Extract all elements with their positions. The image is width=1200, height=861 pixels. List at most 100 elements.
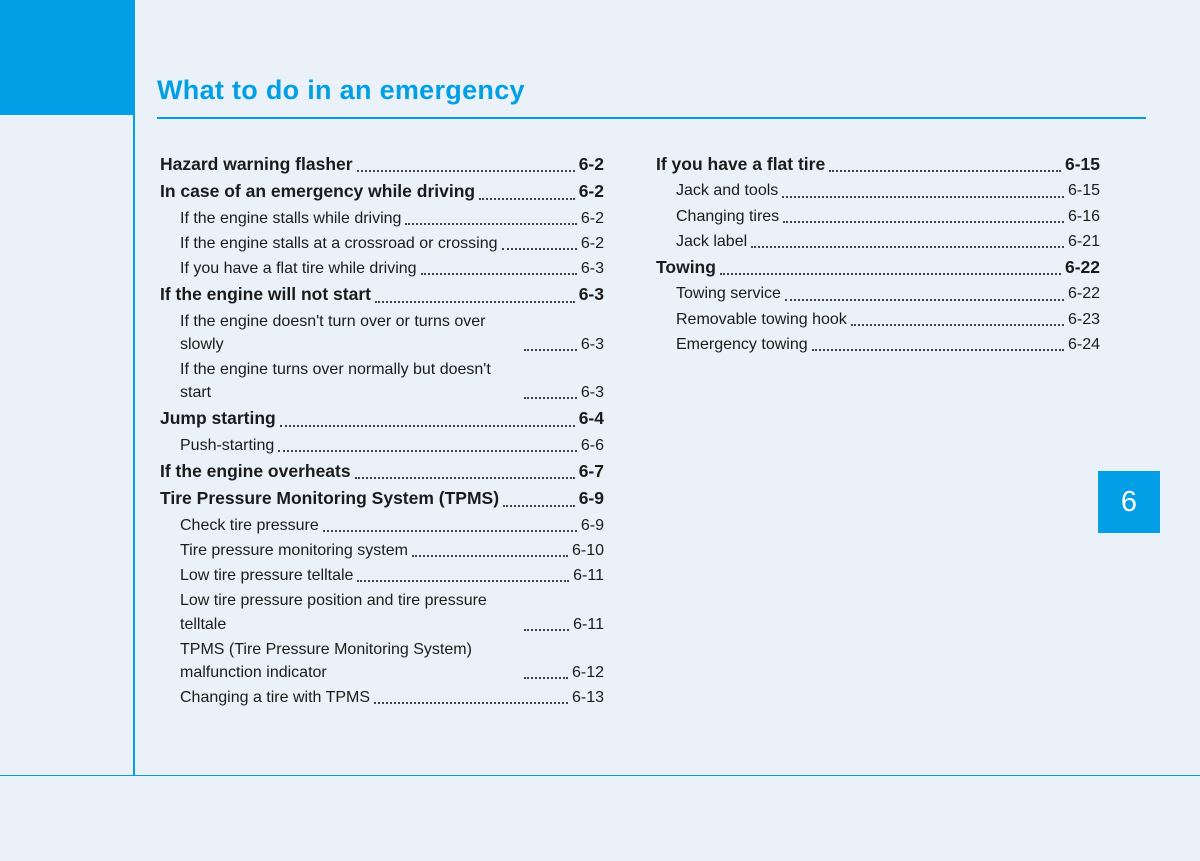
toc-entry: Low tire pressure position and tire pres…: [160, 589, 604, 635]
toc-entry: In case of an emergency while driving 6-2: [160, 179, 604, 204]
toc-entry-label: Emergency towing: [676, 333, 808, 356]
dot-leader: [524, 349, 577, 351]
toc-entry-page: 6-7: [579, 459, 604, 484]
dot-leader: [374, 702, 568, 704]
dot-leader: [357, 580, 569, 582]
dot-leader: [751, 246, 1064, 248]
dot-leader: [782, 196, 1064, 198]
toc-entry-page: 6-15: [1065, 152, 1100, 177]
toc-entry-page: 6-15: [1068, 179, 1100, 202]
toc-entry-page: 6-2: [581, 207, 604, 230]
toc-entry-label: If the engine will not start: [160, 282, 371, 307]
dot-leader: [278, 450, 577, 452]
dot-leader: [503, 505, 575, 507]
toc-entry-page: 6-3: [579, 282, 604, 307]
toc-entry-label: If you have a flat tire while driving: [180, 257, 417, 280]
dot-leader: [412, 555, 568, 557]
toc-entry-page: 6-11: [573, 564, 604, 587]
toc-entry-page: 6-9: [581, 514, 604, 537]
toc-entry-label: In case of an emergency while driving: [160, 179, 475, 204]
dot-leader: [812, 349, 1064, 351]
toc-entry-label: If you have a flat tire: [656, 152, 825, 177]
dot-leader: [280, 425, 575, 427]
toc-entry: Tire pressure monitoring system 6-10: [160, 539, 604, 562]
dot-leader: [524, 629, 569, 631]
chapter-title: What to do in an emergency: [157, 75, 1146, 106]
toc-entry-label: Low tire pressure telltale: [180, 564, 353, 587]
toc-column-2: If you have a flat tire6-15Jack and tool…: [656, 150, 1100, 709]
toc-entry-page: 6-3: [581, 257, 604, 280]
toc-columns: Hazard warning flasher6-2In case of an e…: [160, 150, 1100, 709]
toc-entry-label: Jack and tools: [676, 179, 778, 202]
toc-entry-page: 6-22: [1068, 282, 1100, 305]
toc-entry: If the engine will not start 6-3: [160, 282, 604, 307]
toc-entry: Towing 6-22: [656, 255, 1100, 280]
dot-leader: [421, 273, 577, 275]
dot-leader: [502, 248, 577, 250]
dot-leader: [479, 198, 575, 200]
toc-entry: Jump starting6-4: [160, 406, 604, 431]
toc-entry: Emergency towing 6-24: [656, 333, 1100, 356]
toc-entry: Jack label6-21: [656, 230, 1100, 253]
toc-entry-page: 6-9: [579, 486, 604, 511]
toc-entry-page: 6-3: [581, 381, 604, 404]
dot-leader: [375, 301, 575, 303]
toc-entry-page: 6-2: [579, 152, 604, 177]
toc-entry-label: Changing tires: [676, 205, 779, 228]
dot-leader: [783, 221, 1064, 223]
toc-entry: If the engine stalls while driving 6-2: [160, 207, 604, 230]
chapter-number: 6: [1121, 486, 1137, 519]
toc-entry-page: 6-16: [1068, 205, 1100, 228]
toc-entry: Towing service 6-22: [656, 282, 1100, 305]
toc-entry: Tire Pressure Monitoring System (TPMS) 6-…: [160, 486, 604, 511]
toc-entry-label: Push-starting: [180, 434, 274, 457]
toc-entry: If you have a flat tire while driving 6-3: [160, 257, 604, 280]
toc-entry-page: 6-2: [581, 232, 604, 255]
toc-entry: Changing tires 6-16: [656, 205, 1100, 228]
dot-leader: [524, 397, 577, 399]
toc-entry-page: 6-23: [1068, 308, 1100, 331]
dot-leader: [524, 677, 568, 679]
toc-entry-label: If the engine stalls while driving: [180, 207, 401, 230]
toc-entry-label: If the engine doesn't turn over or turns…: [180, 310, 520, 356]
toc-entry-page: 6-24: [1068, 333, 1100, 356]
toc-entry: Push-starting 6-6: [160, 434, 604, 457]
title-bar: What to do in an emergency: [157, 75, 1146, 119]
dot-leader: [355, 477, 575, 479]
toc-entry-page: 6-12: [572, 661, 604, 684]
toc-entry-label: Tire pressure monitoring system: [180, 539, 408, 562]
toc-entry-page: 6-6: [581, 434, 604, 457]
toc-entry: Jack and tools 6-15: [656, 179, 1100, 202]
toc-entry-label: Towing service: [676, 282, 781, 305]
bottom-rule: [0, 775, 1200, 776]
toc-entry-page: 6-21: [1068, 230, 1100, 253]
dot-leader: [829, 170, 1061, 172]
toc-entry-page: 6-22: [1065, 255, 1100, 280]
toc-entry: If the engine turns over normally but do…: [160, 358, 604, 404]
dot-leader: [851, 324, 1064, 326]
toc-entry-label: Check tire pressure: [180, 514, 319, 537]
manual-page: What to do in an emergency 6 Hazard warn…: [0, 0, 1200, 861]
toc-entry-page: 6-3: [581, 333, 604, 356]
toc-entry-label: Hazard warning flasher: [160, 152, 353, 177]
toc-entry-page: 6-13: [572, 686, 604, 709]
toc-entry-label: Towing: [656, 255, 716, 280]
toc-entry-page: 6-2: [579, 179, 604, 204]
toc-entry: Changing a tire with TPMS 6-13: [160, 686, 604, 709]
toc-entry-label: Removable towing hook: [676, 308, 847, 331]
toc-entry-page: 6-4: [579, 406, 604, 431]
toc-entry: If you have a flat tire 6-15: [656, 152, 1100, 177]
toc-entry-label: Changing a tire with TPMS: [180, 686, 370, 709]
toc-entry: If the engine doesn't turn over or turns…: [160, 310, 604, 356]
toc-entry: Hazard warning flasher 6-2: [160, 152, 604, 177]
dot-leader: [357, 170, 575, 172]
toc-entry-page: 6-11: [573, 613, 604, 636]
corner-block: [0, 0, 135, 115]
toc-column-1: Hazard warning flasher6-2In case of an e…: [160, 150, 604, 709]
vertical-rule: [133, 115, 135, 775]
dot-leader: [405, 223, 576, 225]
dot-leader: [785, 299, 1064, 301]
toc-entry-label: Tire Pressure Monitoring System (TPMS): [160, 486, 499, 511]
toc-entry-page: 6-10: [572, 539, 604, 562]
chapter-tab: 6: [1098, 471, 1160, 533]
